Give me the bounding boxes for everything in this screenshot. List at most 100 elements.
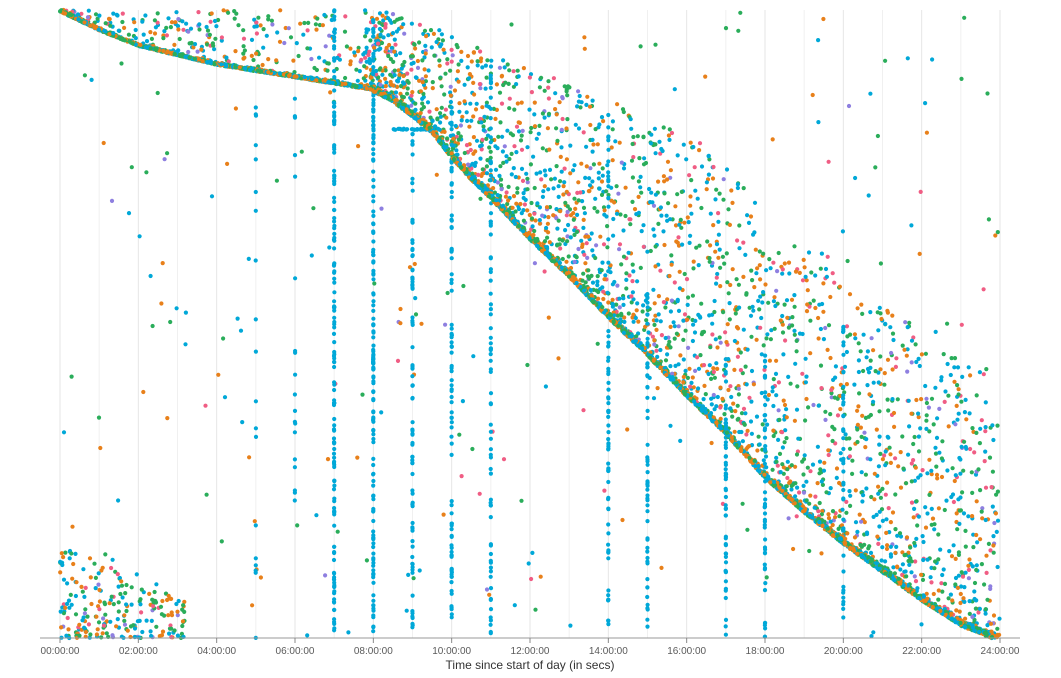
streak-point xyxy=(762,567,768,572)
scatter-point xyxy=(568,171,573,176)
scatter-point xyxy=(420,96,425,101)
scatter-point xyxy=(739,411,745,416)
scatter-point xyxy=(826,512,831,517)
scatter-point xyxy=(575,104,580,109)
streak-point xyxy=(488,352,493,357)
streak-point xyxy=(449,574,454,579)
scatter-point xyxy=(820,301,825,307)
scatter-point xyxy=(800,331,805,337)
streak-point xyxy=(762,490,768,495)
scatter-point xyxy=(651,287,656,292)
streak-point xyxy=(606,430,611,435)
streak-point xyxy=(332,46,337,51)
scatter-point xyxy=(573,122,578,127)
scatter-point xyxy=(64,633,69,638)
scatter-point xyxy=(626,311,631,316)
streak-point xyxy=(332,38,337,44)
scatter-point xyxy=(668,364,673,369)
scatter-point xyxy=(363,55,368,60)
scatter-point xyxy=(816,120,821,125)
streak-point xyxy=(371,518,376,524)
scatter-point xyxy=(593,127,598,132)
scatter-point xyxy=(838,451,843,456)
scatter-point xyxy=(844,499,849,504)
scatter-point xyxy=(979,562,985,567)
streak-point xyxy=(292,498,297,503)
scatter-point xyxy=(927,457,932,462)
scatter-point xyxy=(479,56,484,61)
streak-point xyxy=(841,588,846,593)
scatter-point xyxy=(973,606,979,611)
scatter-point xyxy=(59,625,64,630)
streak-point xyxy=(332,147,337,152)
streak-point xyxy=(410,623,415,628)
scatter-point xyxy=(974,393,979,398)
scatter-point xyxy=(82,73,87,78)
scatter-point xyxy=(266,17,271,22)
scatter-point xyxy=(410,90,415,95)
scatter-point xyxy=(787,271,792,276)
scatter-point xyxy=(498,164,503,169)
scatter-point xyxy=(764,336,769,341)
scatter-point xyxy=(976,467,981,472)
scatter-point xyxy=(924,591,929,596)
scatter-point xyxy=(437,63,442,68)
scatter-point xyxy=(978,488,983,493)
scatter-point xyxy=(221,336,226,341)
scatter-point xyxy=(707,259,712,264)
scatter-point xyxy=(865,531,870,537)
scatter-point xyxy=(128,624,134,629)
scatter-point xyxy=(913,465,918,470)
scatter-point xyxy=(966,514,971,519)
scatter-point xyxy=(936,588,941,593)
streak-point xyxy=(841,599,846,604)
scatter-point xyxy=(576,89,581,94)
scatter-point xyxy=(656,221,661,226)
scatter-point xyxy=(934,435,940,440)
scatter-point xyxy=(946,393,951,398)
scatter-point xyxy=(826,433,831,438)
scatter-point xyxy=(422,28,428,33)
scatter-point xyxy=(630,315,635,320)
scatter-point xyxy=(209,11,214,16)
scatter-point xyxy=(723,26,729,31)
scatter-point xyxy=(993,511,999,516)
scatter-point xyxy=(802,453,807,458)
streak-point xyxy=(410,374,415,379)
scatter-point xyxy=(961,596,966,601)
scatter-point xyxy=(830,522,835,528)
scatter-point xyxy=(847,436,852,441)
scatter-point xyxy=(492,190,497,195)
streak-point xyxy=(606,550,611,555)
scatter-point xyxy=(155,20,160,25)
streak-point xyxy=(449,109,454,115)
scatter-point xyxy=(771,403,776,409)
scatter-point xyxy=(648,248,653,254)
scatter-point xyxy=(821,309,826,314)
streak-point xyxy=(488,140,493,145)
scatter-point xyxy=(676,235,681,240)
scatter-point xyxy=(100,631,105,636)
scatter-point xyxy=(488,155,493,160)
scatter-point xyxy=(913,579,919,584)
scatter-point xyxy=(741,327,746,332)
scatter-point xyxy=(903,320,908,325)
streak-point xyxy=(841,402,846,407)
streak-point xyxy=(645,607,650,612)
scatter-point xyxy=(953,582,958,587)
scatter-point xyxy=(384,10,389,15)
scatter-point xyxy=(325,457,331,462)
scatter-point xyxy=(708,211,713,216)
scatter-point xyxy=(786,325,792,330)
scatter-point xyxy=(801,472,806,477)
scatter-point xyxy=(878,261,884,266)
streak-point xyxy=(410,539,415,544)
scatter-point xyxy=(699,301,704,306)
streak-point xyxy=(645,549,650,554)
scatter-point xyxy=(784,298,790,303)
scatter-point xyxy=(180,619,186,624)
streak-point xyxy=(645,374,650,379)
scatter-point xyxy=(878,367,883,372)
scatter-point xyxy=(89,601,94,607)
scatter-point xyxy=(439,32,444,37)
